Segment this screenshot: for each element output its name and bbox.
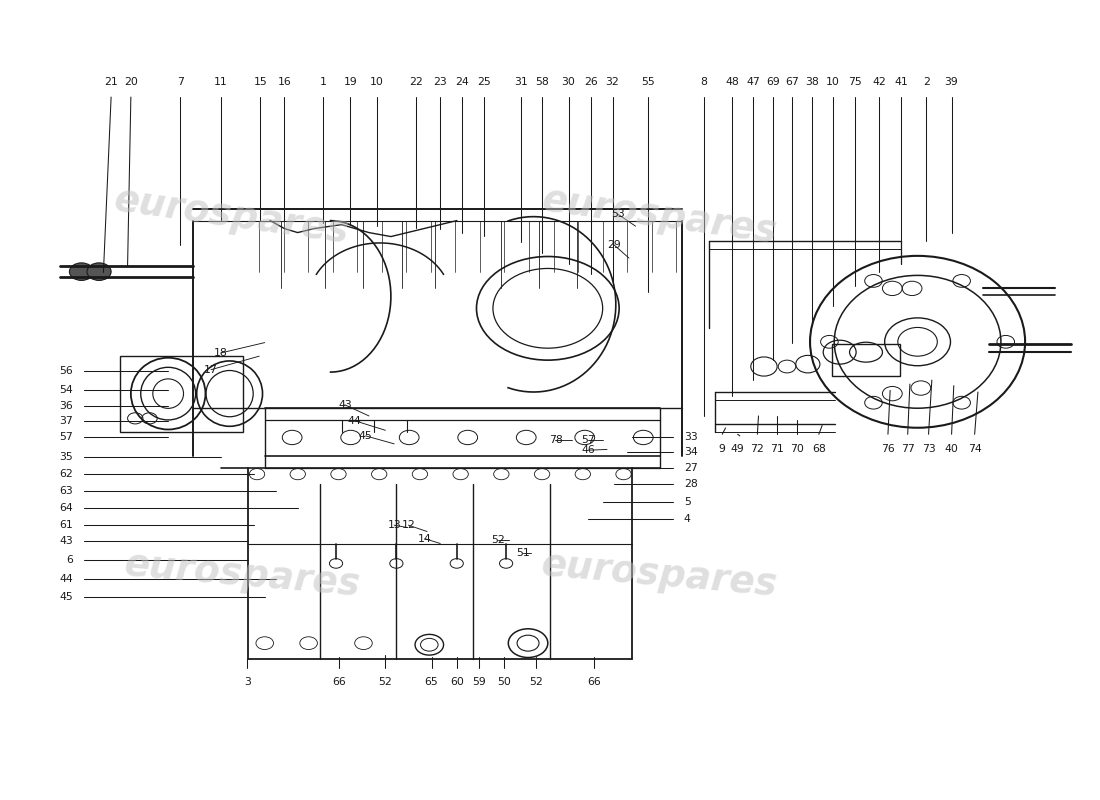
- Text: 24: 24: [455, 77, 469, 86]
- Text: eurospares: eurospares: [123, 547, 363, 604]
- Text: 2: 2: [923, 77, 930, 86]
- Text: 30: 30: [562, 77, 575, 86]
- Text: 58: 58: [536, 77, 549, 86]
- Text: 4: 4: [684, 514, 691, 524]
- Text: 57: 57: [59, 433, 73, 442]
- Text: 9: 9: [718, 444, 726, 454]
- Text: 39: 39: [945, 77, 958, 86]
- Text: 37: 37: [59, 416, 73, 426]
- Text: 63: 63: [59, 486, 73, 496]
- Text: 23: 23: [433, 77, 448, 86]
- Text: 55: 55: [641, 77, 654, 86]
- Text: 74: 74: [968, 444, 981, 454]
- Text: 73: 73: [922, 444, 935, 454]
- Text: 38: 38: [805, 77, 820, 86]
- Text: 3: 3: [244, 678, 251, 687]
- Text: 16: 16: [277, 77, 292, 86]
- Text: 33: 33: [684, 432, 697, 442]
- Text: 52: 52: [492, 534, 505, 545]
- Text: 36: 36: [59, 402, 73, 411]
- Text: 10: 10: [370, 77, 384, 86]
- Text: 12: 12: [402, 520, 416, 530]
- Text: 64: 64: [59, 502, 73, 513]
- Circle shape: [69, 263, 94, 281]
- Text: 43: 43: [59, 536, 73, 546]
- Text: 76: 76: [881, 444, 894, 454]
- Text: 62: 62: [59, 469, 73, 479]
- Text: 49: 49: [730, 444, 745, 454]
- Text: 43: 43: [338, 400, 352, 410]
- Text: 52: 52: [378, 678, 393, 687]
- Text: 66: 66: [332, 678, 346, 687]
- Text: 67: 67: [785, 77, 800, 86]
- Text: 57: 57: [582, 435, 595, 445]
- Text: 14: 14: [418, 534, 432, 544]
- Text: 6: 6: [66, 555, 73, 566]
- Text: 44: 44: [59, 574, 73, 584]
- Circle shape: [87, 263, 111, 281]
- Text: 35: 35: [59, 452, 73, 462]
- Bar: [120, 356, 243, 432]
- Text: 11: 11: [214, 77, 228, 86]
- Text: 8: 8: [701, 77, 707, 86]
- Text: 27: 27: [684, 462, 697, 473]
- Text: 22: 22: [409, 77, 424, 86]
- Text: 69: 69: [766, 77, 780, 86]
- Text: 71: 71: [770, 444, 784, 454]
- Text: 50: 50: [497, 678, 510, 687]
- Text: 72: 72: [750, 444, 764, 454]
- Text: 28: 28: [684, 478, 697, 489]
- Text: 75: 75: [848, 77, 862, 86]
- Text: 44: 44: [348, 416, 362, 426]
- Text: 29: 29: [607, 239, 620, 250]
- Text: 25: 25: [477, 77, 491, 86]
- Text: 52: 52: [529, 678, 542, 687]
- Text: 54: 54: [59, 386, 73, 395]
- Text: 66: 66: [587, 678, 601, 687]
- Text: 10: 10: [826, 77, 840, 86]
- Bar: [832, 344, 900, 376]
- Text: 45: 45: [59, 592, 73, 602]
- Text: 15: 15: [253, 77, 267, 86]
- Text: 77: 77: [901, 444, 914, 454]
- Text: 7: 7: [177, 77, 184, 86]
- Text: 56: 56: [59, 366, 73, 376]
- Text: eurospares: eurospares: [540, 547, 780, 604]
- Text: 40: 40: [945, 444, 958, 454]
- Text: 20: 20: [124, 77, 138, 86]
- Text: 78: 78: [549, 435, 562, 445]
- Text: 59: 59: [472, 678, 485, 687]
- Text: 51: 51: [516, 548, 529, 558]
- Text: 60: 60: [450, 678, 464, 687]
- Text: 1: 1: [319, 77, 327, 86]
- Text: 32: 32: [606, 77, 619, 86]
- Text: 21: 21: [104, 77, 118, 86]
- Text: 5: 5: [684, 497, 691, 507]
- Text: eurospares: eurospares: [112, 182, 352, 251]
- Text: eurospares: eurospares: [540, 182, 780, 251]
- Text: 65: 65: [425, 678, 439, 687]
- Text: 19: 19: [343, 77, 358, 86]
- Text: 61: 61: [59, 520, 73, 530]
- Text: 70: 70: [790, 444, 804, 454]
- Text: 68: 68: [812, 444, 826, 454]
- Text: 17: 17: [205, 365, 218, 374]
- Text: 46: 46: [582, 446, 595, 455]
- Text: 42: 42: [872, 77, 886, 86]
- Text: 47: 47: [746, 77, 760, 86]
- Text: 31: 31: [515, 77, 528, 86]
- Text: 45: 45: [359, 431, 373, 441]
- Text: 13: 13: [387, 520, 402, 530]
- Text: 53: 53: [612, 210, 625, 219]
- Text: 34: 34: [684, 447, 697, 457]
- Text: 26: 26: [584, 77, 597, 86]
- Text: 18: 18: [214, 348, 228, 358]
- Text: 41: 41: [894, 77, 908, 86]
- Text: 48: 48: [725, 77, 739, 86]
